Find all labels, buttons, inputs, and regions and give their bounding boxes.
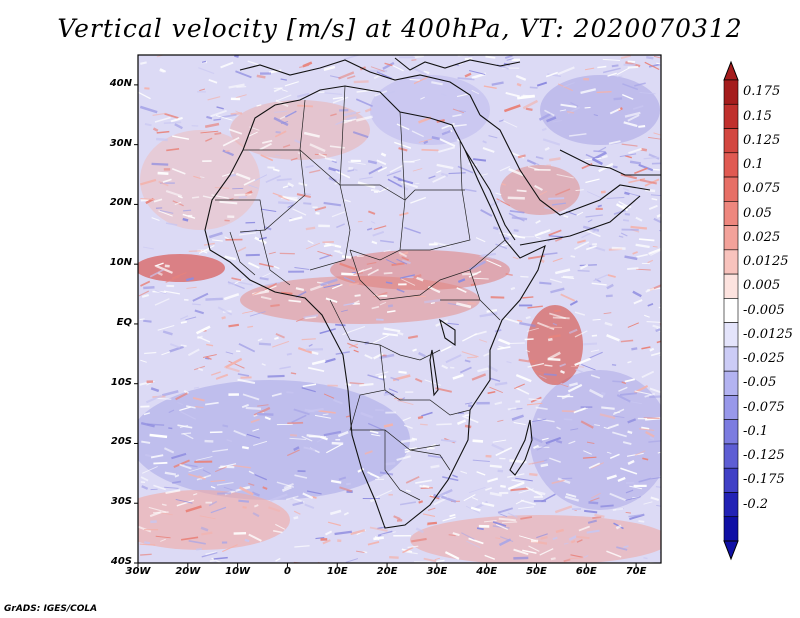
lon-label: 10E: [326, 566, 348, 577]
colorbar-swatch: [723, 346, 739, 372]
colorbar-swatch: [723, 128, 739, 154]
colorbar-swatch: [723, 103, 739, 129]
colorbar-label: -0.2: [743, 496, 769, 512]
colorbar-swatch: [723, 370, 739, 396]
colorbar-label: 0.075: [743, 181, 781, 197]
lat-label: 30S: [110, 496, 132, 508]
lon-label: 20W: [175, 566, 201, 577]
lat-label: 30N: [109, 137, 132, 149]
colorbar-label: -0.125: [743, 448, 785, 464]
colorbar-label: -0.025: [743, 351, 785, 367]
colorbar-swatch: [723, 225, 739, 251]
colorbar: [723, 60, 739, 561]
lon-label: 20E: [376, 566, 398, 577]
colorbar-swatch: [723, 176, 739, 202]
colorbar-swatch: [723, 79, 739, 105]
lat-label: 10S: [110, 376, 132, 388]
lat-label: 40S: [110, 556, 132, 567]
lon-label: 70E: [625, 566, 647, 577]
colorbar-swatch: [723, 492, 739, 518]
country-borders: [215, 85, 506, 501]
colorbar-swatch: [723, 249, 739, 275]
colorbar-label: 0.1: [743, 157, 764, 173]
lon-label: 30W: [125, 566, 151, 577]
colorbar-swatch: [723, 152, 739, 178]
colorbar-label: 0.125: [743, 132, 781, 148]
lon-label: 60E: [575, 566, 597, 577]
colorbar-swatch: [723, 273, 739, 299]
colorbar-swatch: [723, 201, 739, 226]
lat-label: EQ: [116, 316, 132, 328]
colorbar-label: -0.075: [743, 399, 785, 415]
map-frame: [137, 54, 662, 564]
colorbar-label: -0.1: [743, 423, 769, 439]
colorbar-max-arrow: [723, 60, 739, 81]
lon-label: 30E: [426, 566, 448, 577]
colorbar-swatch: [723, 298, 739, 323]
colorbar-label: 0.15: [743, 108, 772, 124]
lat-label: 20S: [110, 436, 132, 448]
colorbar-label: 0.175: [743, 84, 781, 100]
colorbar-swatch: [723, 467, 739, 493]
colorbar-swatch: [723, 322, 739, 348]
colorbar-label: -0.175: [743, 472, 785, 488]
colorbar-label: -0.0125: [743, 326, 793, 342]
lon-label: 40E: [476, 566, 498, 577]
colorbar-label: 0.025: [743, 229, 781, 245]
lat-label: 40N: [109, 77, 132, 89]
colorbar-swatch: [723, 443, 739, 469]
colorbar-label: -0.005: [743, 302, 785, 318]
lat-label: 10N: [109, 257, 132, 269]
colorbar-label: 0.005: [743, 278, 781, 294]
colorbar-swatch: [723, 395, 739, 420]
colorbar-swatch: [723, 419, 739, 445]
velocity-field: [138, 55, 661, 563]
colorbar-label: -0.05: [743, 375, 777, 391]
colorbar-swatch: [723, 516, 739, 542]
lon-label: 50E: [526, 566, 547, 577]
credit-text: GrADS: IGES/COLA: [4, 604, 98, 614]
colorbar-label: 0.05: [743, 205, 772, 221]
colorbar-min-arrow: [723, 540, 739, 561]
map-title: Vertical velocity [m/s] at 400hPa, VT: 2…: [57, 14, 743, 43]
coastlines: [204, 57, 661, 529]
lon-label: 10W: [225, 566, 251, 577]
lon-label: 0: [283, 566, 291, 577]
lat-label: 20N: [109, 197, 132, 209]
colorbar-label: 0.0125: [743, 254, 789, 270]
